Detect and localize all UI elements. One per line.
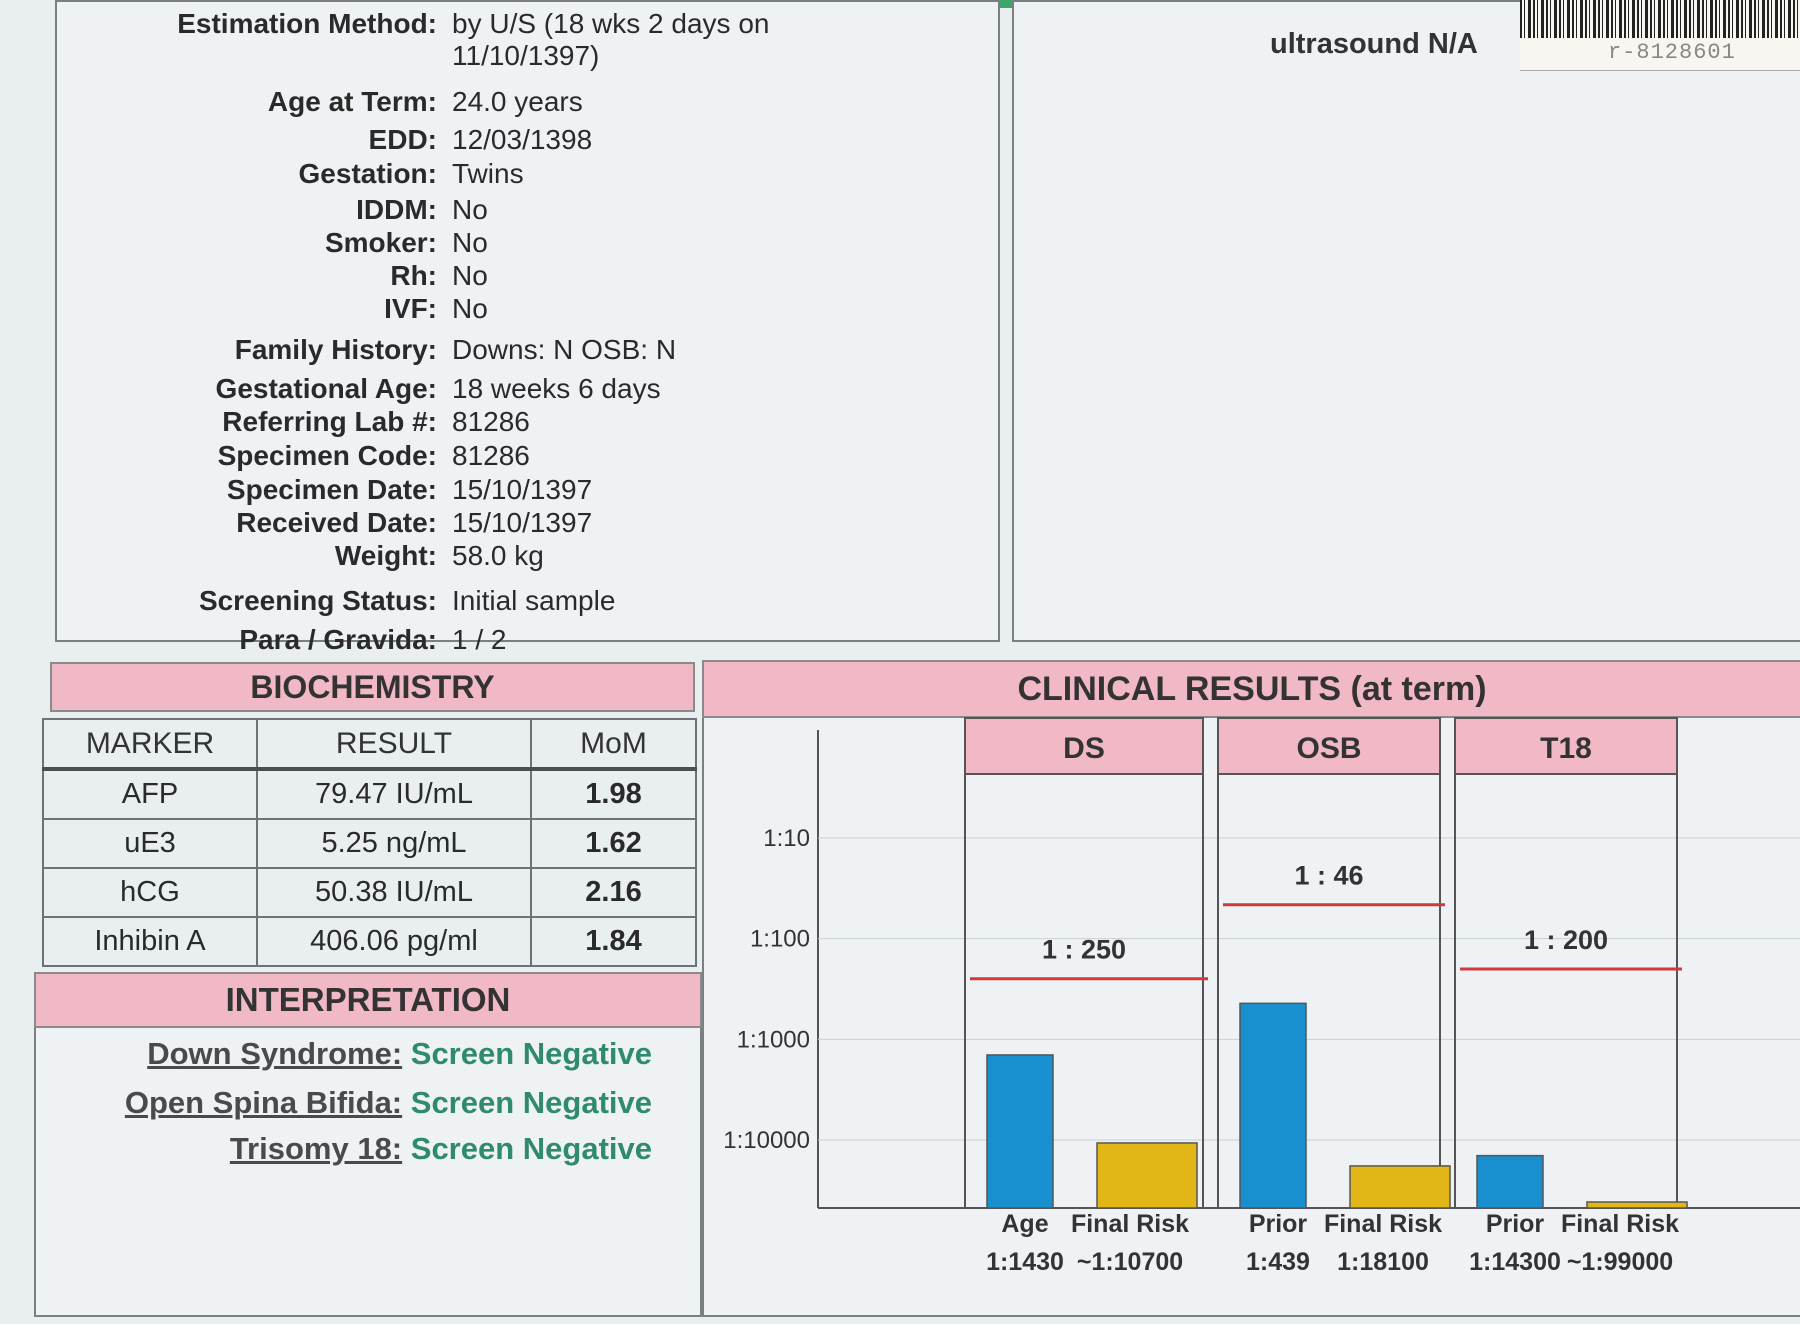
patient-field-value: No xyxy=(452,293,488,324)
patient-field-label: Specimen Code: xyxy=(217,440,437,471)
barcode-icon xyxy=(1520,0,1800,38)
mom-cell: 2.16 xyxy=(530,867,697,918)
patient-field-value: No xyxy=(452,194,488,225)
marker-cell: AFP xyxy=(42,768,258,820)
patient-field-label: Weight: xyxy=(334,540,437,571)
patient-field-label: Smoker: xyxy=(324,227,437,258)
interpretation-result: Screen Negative xyxy=(410,1131,652,1166)
patient-field-value: No xyxy=(452,227,488,258)
patient-field-label: Received Date: xyxy=(236,507,437,538)
patient-field-label: Rh: xyxy=(390,260,437,291)
interpretation-result: Screen Negative xyxy=(410,1085,652,1120)
patient-field-label: Gestation: xyxy=(298,158,437,189)
interpretation-row: Down Syndrome: Screen Negative xyxy=(0,1036,652,1072)
result-cell: 79.47 IU/mL xyxy=(256,768,532,820)
patient-field-label: Family History: xyxy=(234,334,437,365)
patient-field-value: by U/S (18 wks 2 days on xyxy=(452,8,770,39)
patient-field-value: 18 weeks 6 days xyxy=(452,373,661,404)
biochemistry-header: BIOCHEMISTRY xyxy=(50,662,695,712)
interpretation-label: Trisomy 18: xyxy=(229,1131,403,1166)
barcode-label: r-8128601 xyxy=(1520,0,1800,71)
patient-field-label: IVF: xyxy=(384,293,437,324)
biochemistry-table: MARKER RESULT MoM AFP 79.47 IU/mL 1.98 uE3 5… xyxy=(42,718,697,967)
barcode-number: r-8128601 xyxy=(1608,40,1736,65)
patient-field-value: 81286 xyxy=(452,440,530,471)
column-header-result: RESULT xyxy=(256,718,532,771)
table-row: hCG 50.38 IU/mL 2.16 xyxy=(42,867,697,918)
patient-field-label: Estimation Method: xyxy=(177,8,437,39)
patient-field-label: Age at Term: xyxy=(267,86,437,117)
patient-field-value: 58.0 kg xyxy=(452,540,544,571)
patient-field-value-continued: 11/10/1397) xyxy=(452,40,600,71)
patient-field-label: IDDM: xyxy=(356,194,437,225)
interpretation-row: Open Spina Bifida: Screen Negative xyxy=(0,1085,652,1121)
marker-cell: hCG xyxy=(42,867,258,918)
patient-field-value: 24.0 years xyxy=(452,86,583,117)
result-cell: 406.06 pg/ml xyxy=(256,916,532,967)
ultrasound-status: ultrasound N/A xyxy=(1270,28,1478,60)
patient-field-label: EDD: xyxy=(368,124,437,155)
patient-field-value: No xyxy=(452,260,488,291)
column-header-marker: MARKER xyxy=(42,718,258,771)
interpretation-panel xyxy=(34,972,702,1317)
clinical-results-header: CLINICAL RESULTS (at term) xyxy=(702,660,1800,718)
patient-field-value: 15/10/1397 xyxy=(452,474,593,505)
clinical-results-panel xyxy=(702,660,1800,1317)
column-header-mom: MoM xyxy=(530,718,697,771)
interpretation-row: Trisomy 18: Screen Negative xyxy=(0,1131,652,1167)
patient-field-label: Referring Lab #: xyxy=(222,406,437,437)
patient-field-label: Para / Gravida: xyxy=(239,624,437,655)
mom-cell: 1.84 xyxy=(530,916,697,967)
result-cell: 5.25 ng/mL xyxy=(256,818,532,869)
ultrasound-panel xyxy=(1012,0,1800,642)
marker-cell: Inhibin A xyxy=(42,916,258,967)
interpretation-label: Down Syndrome: xyxy=(147,1036,403,1071)
interpretation-result: Screen Negative xyxy=(410,1036,652,1071)
patient-field-label: Screening Status: xyxy=(198,585,437,616)
patient-field-value: 1 / 2 xyxy=(452,624,507,655)
mom-cell: 1.62 xyxy=(530,818,697,869)
patient-info-panel xyxy=(55,0,1000,642)
patient-field-value: Twins xyxy=(452,158,524,189)
patient-field-label: Gestational Age: xyxy=(215,373,437,404)
patient-field-value: 15/10/1397 xyxy=(452,507,593,538)
table-row: uE3 5.25 ng/mL 1.62 xyxy=(42,818,697,869)
patient-field-value: 81286 xyxy=(452,406,530,437)
result-cell: 50.38 IU/mL xyxy=(256,867,532,918)
patient-field-value: 12/03/1398 xyxy=(452,124,593,155)
patient-field-value: Initial sample xyxy=(452,585,616,616)
table-row: AFP 79.47 IU/mL 1.98 xyxy=(42,768,697,820)
marker-cell: uE3 xyxy=(42,818,258,869)
interpretation-header: INTERPRETATION xyxy=(34,972,702,1028)
interpretation-label: Open Spina Bifida: xyxy=(124,1085,403,1120)
patient-field-value: Downs: N OSB: N xyxy=(452,334,677,365)
mom-cell: 1.98 xyxy=(530,768,697,820)
patient-field-label: Specimen Date: xyxy=(226,474,437,505)
table-row: Inhibin A 406.06 pg/ml 1.84 xyxy=(42,916,697,967)
